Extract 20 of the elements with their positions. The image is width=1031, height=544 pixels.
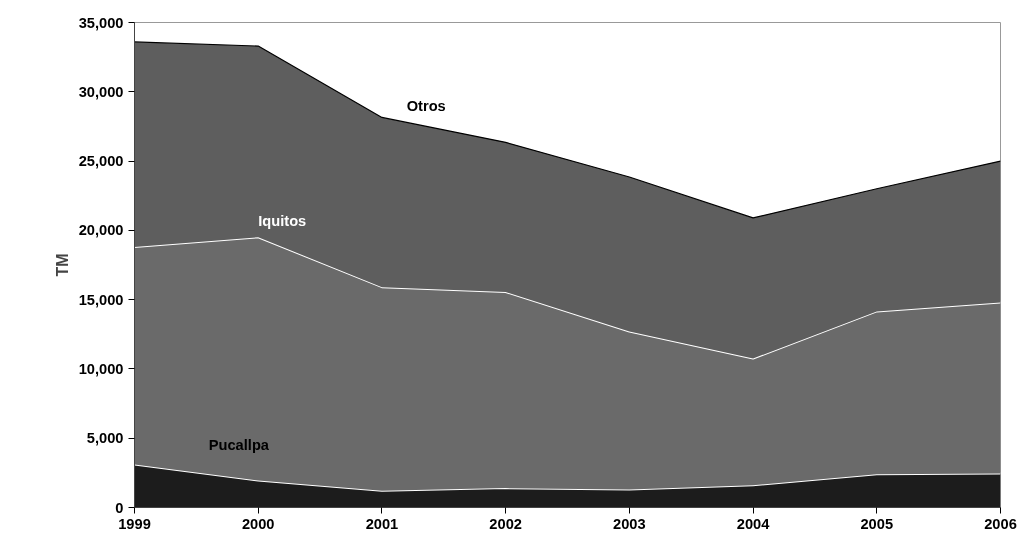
y-tick-label: 5,000 (86, 430, 124, 447)
y-axis-title: TM (53, 253, 71, 277)
series-label: Iquitos (258, 212, 307, 229)
y-tick-label: 25,000 (78, 153, 124, 170)
y-tick-label: 10,000 (78, 360, 124, 377)
x-tick-label: 2005 (860, 515, 894, 532)
series-label: Pucallpa (208, 437, 270, 454)
x-tick-label: 2006 (984, 515, 1017, 532)
y-tick-label: 0 (115, 499, 124, 516)
x-tick-label: 2002 (489, 515, 522, 532)
x-tick-label: 2001 (365, 515, 399, 532)
x-tick-label: 2000 (241, 515, 275, 532)
x-tick-label: 1999 (118, 515, 151, 532)
x-tick-label: 2004 (736, 515, 771, 532)
series-label: Otros (406, 98, 446, 115)
y-tick-label: 35,000 (78, 14, 124, 31)
x-tick-label: 2003 (613, 515, 646, 532)
y-tick-label: 30,000 (78, 83, 124, 100)
y-tick-label: 20,000 (78, 222, 124, 239)
y-tick-label: 15,000 (78, 291, 124, 308)
